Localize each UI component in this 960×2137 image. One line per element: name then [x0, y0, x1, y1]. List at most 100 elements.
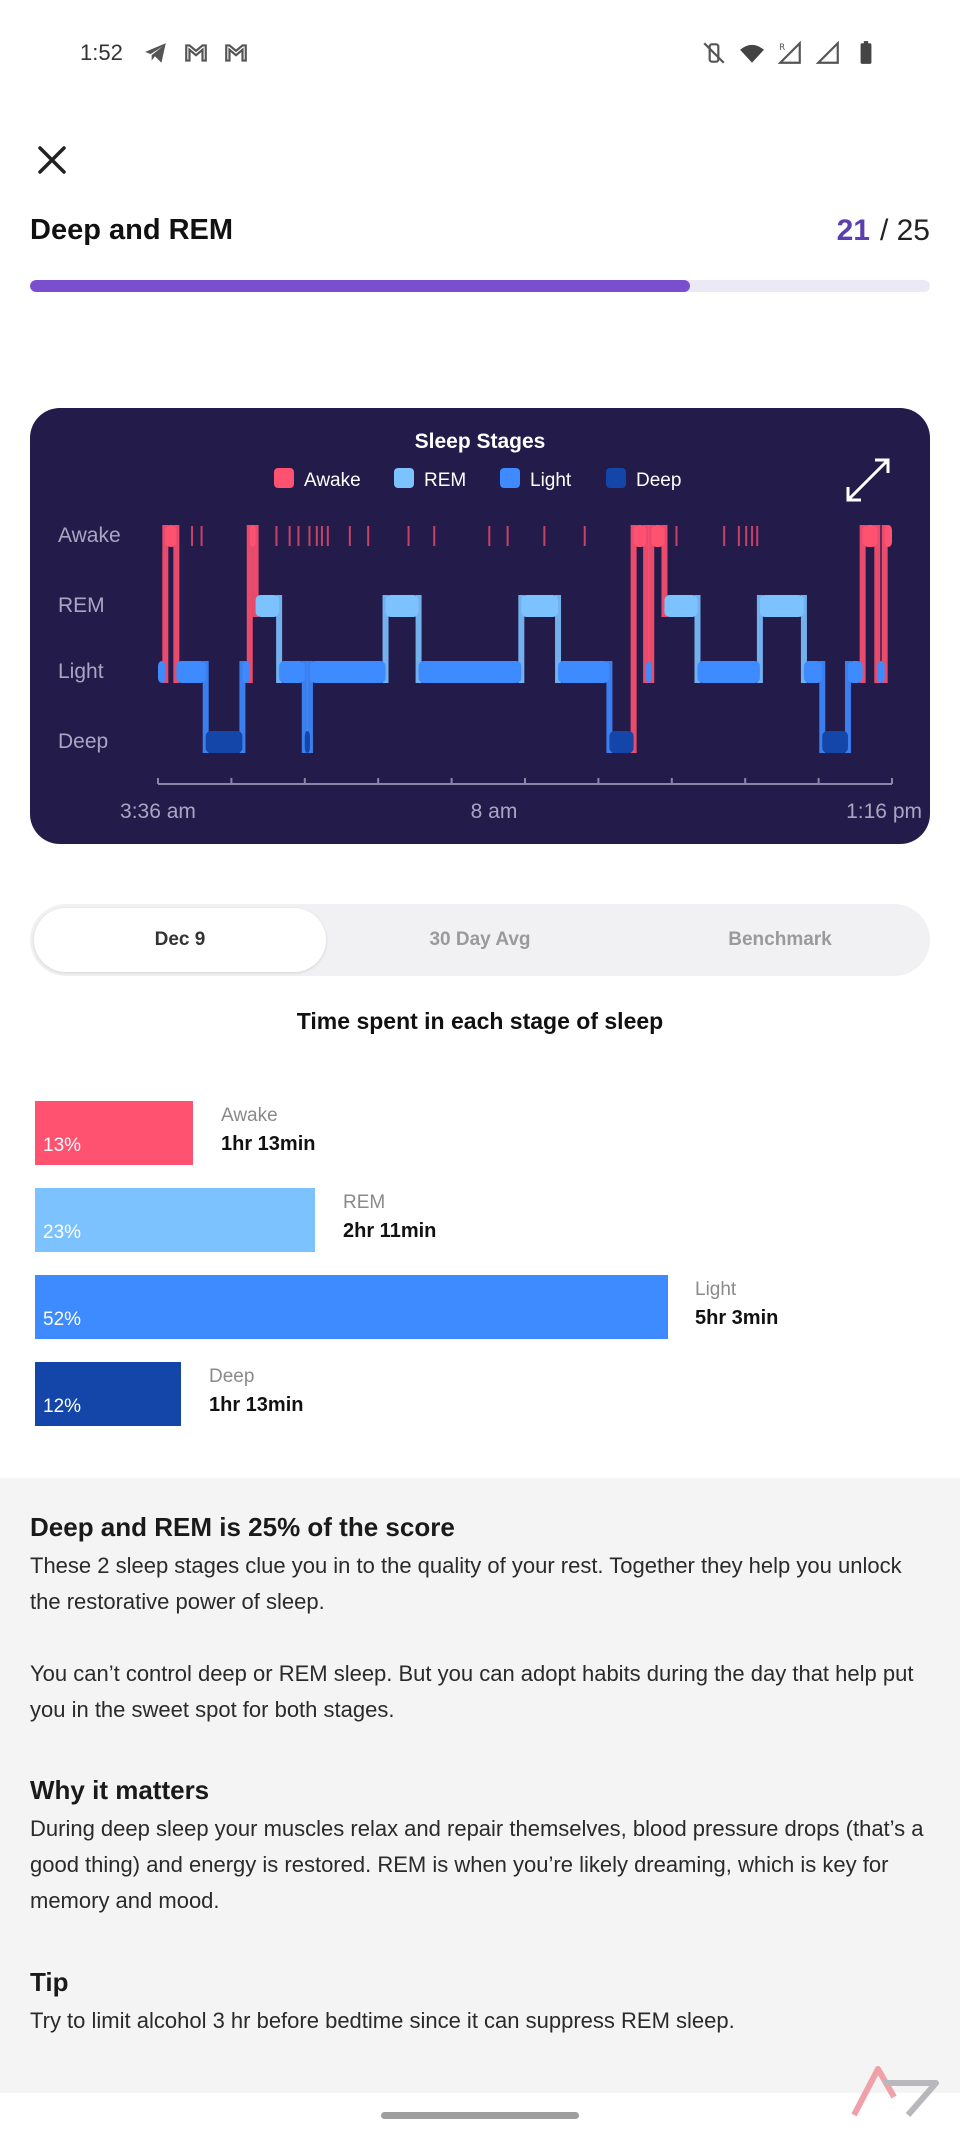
legend-label-awake: Awake: [304, 470, 361, 491]
awake-tick: [315, 526, 318, 546]
wifi-icon: [740, 44, 764, 63]
stage-transition: [162, 525, 169, 683]
stage-segment-light: [803, 661, 823, 683]
legend-label-light: Light: [530, 470, 572, 491]
stage-segment-awake: [633, 525, 647, 547]
close-icon[interactable]: [30, 138, 74, 182]
awake-tick: [675, 526, 678, 546]
stage-duration: 1hr 13min: [209, 1394, 304, 1416]
awake-tick: [191, 526, 194, 546]
awake-tick: [288, 526, 291, 546]
stage-segment-light: [309, 661, 386, 683]
stage-segment-awake: [862, 525, 878, 547]
stage-segment-rem: [664, 595, 698, 617]
legend-label-rem: REM: [424, 470, 466, 491]
bar-fill: [35, 1275, 668, 1339]
watermark-logo-icon: [851, 2066, 939, 2117]
awake-tick: [756, 526, 759, 546]
x-label: 3:36 am: [120, 800, 196, 823]
chart-canvas: Sleep Stages Awake REM Light Deep Awake REM Lig…: [58, 430, 922, 823]
awake-tick: [367, 526, 370, 546]
stage-transition: [819, 661, 826, 753]
stage-transition: [555, 595, 562, 683]
stage-segment-light: [418, 661, 522, 683]
stage-transition: [756, 595, 763, 683]
stage-segment-deep: [205, 731, 243, 753]
awake-tick: [348, 526, 351, 546]
legend-label-deep: Deep: [636, 470, 681, 491]
stage-name: Light: [695, 1279, 737, 1300]
bar-label: Awake 1hr 13min: [221, 1105, 315, 1156]
bar-percent: 52%: [43, 1309, 82, 1330]
page-title: Deep and REM: [30, 214, 234, 246]
stage-transition: [518, 595, 525, 683]
stage-transition: [661, 525, 668, 617]
stage-segment-rem: [385, 595, 419, 617]
awake-tick: [583, 526, 586, 546]
bar-label: Light 5hr 3min: [695, 1279, 778, 1330]
tab-30-day-avg[interactable]: 30 Day Avg: [429, 929, 531, 950]
stage-segment-light: [558, 661, 610, 683]
stage-transition: [606, 661, 613, 753]
tip-text: Try to limit alcohol 3 hr before bedtime…: [30, 2008, 735, 2033]
bar-percent: 12%: [43, 1396, 82, 1417]
gmail-icon: [225, 44, 247, 62]
stage-segment-awake: [884, 525, 892, 547]
stage-transition: [800, 595, 807, 683]
stage-segment-light: [176, 661, 206, 683]
stage-transition: [276, 595, 283, 683]
stage-transition: [874, 525, 881, 683]
stage-transition: [239, 661, 246, 753]
stage-segment-light: [697, 661, 760, 683]
stage-segment-deep: [609, 731, 634, 753]
awake-tick: [506, 526, 509, 546]
telegram-icon: [145, 43, 166, 63]
stage-name: Awake: [221, 1105, 278, 1126]
current-step: 21: [836, 214, 870, 247]
awake-tick: [308, 526, 311, 546]
info-paragraph: You can’t control deep or REM sleep. But…: [30, 1661, 914, 1722]
info-section: Deep and REM is 25% of the score These 2…: [0, 1478, 960, 2093]
bar-fill: [35, 1101, 193, 1165]
stage-segment-light: [279, 661, 305, 683]
why-it-matters-text: During deep sleep your muscles relax and…: [30, 1816, 924, 1913]
signal-roaming-icon: R: [777, 40, 801, 64]
bar-fill: [35, 1188, 315, 1252]
info-paragraph: These 2 sleep stages clue you in to the …: [30, 1553, 902, 1614]
stage-transition: [202, 661, 209, 753]
home-indicator[interactable]: [381, 2112, 579, 2119]
step-counter: 21 / 25: [837, 214, 930, 248]
awake-tick: [433, 526, 436, 546]
awake-tick: [297, 526, 300, 546]
stage-transition: [173, 525, 180, 683]
why-it-matters-heading: Why it matters: [30, 1775, 210, 1805]
svg-text:R: R: [779, 43, 785, 53]
stage-segment-rem: [759, 595, 804, 617]
period-tabs: Dec 9 30 Day Avg Benchmark: [30, 904, 930, 976]
stage-transition: [881, 525, 888, 683]
awake-tick: [488, 526, 491, 546]
awake-tick: [320, 526, 323, 546]
stage-segment-light: [242, 661, 250, 683]
expand-icon[interactable]: [846, 458, 890, 502]
y-label-deep: Deep: [58, 730, 108, 753]
stage-transition: [648, 525, 655, 683]
progress-fill: [30, 280, 690, 292]
awake-tick: [407, 526, 410, 546]
tab-dec-9[interactable]: Dec 9: [34, 908, 326, 972]
progress-bar: [30, 280, 930, 292]
y-label-rem: REM: [58, 594, 105, 617]
awake-tick: [723, 526, 726, 546]
stage-transition: [415, 595, 422, 683]
tab-benchmark[interactable]: Benchmark: [728, 929, 832, 950]
stage-transition: [306, 661, 313, 753]
stage-name: Deep: [209, 1366, 255, 1387]
stage-segment-awake: [165, 525, 177, 547]
stage-duration: 1hr 13min: [221, 1133, 316, 1155]
total-steps: / 25: [879, 214, 930, 247]
awake-tick: [737, 526, 740, 546]
gmail-icon: [185, 44, 207, 62]
awake-tick: [543, 526, 546, 546]
stage-duration: 2hr 11min: [343, 1220, 437, 1242]
stage-segment-rem: [521, 595, 559, 617]
